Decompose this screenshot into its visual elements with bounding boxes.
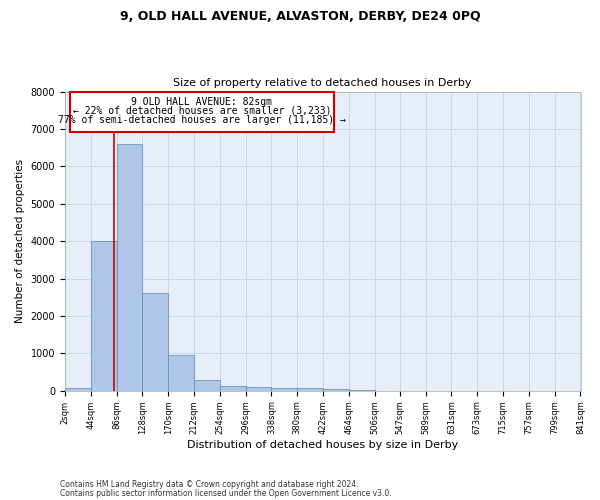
FancyBboxPatch shape — [70, 92, 334, 132]
Title: Size of property relative to detached houses in Derby: Size of property relative to detached ho… — [173, 78, 472, 88]
Bar — [271, 388, 297, 390]
Bar — [323, 389, 349, 390]
Bar — [65, 388, 91, 390]
Text: 77% of semi-detached houses are larger (11,185) →: 77% of semi-detached houses are larger (… — [58, 114, 346, 124]
Text: 9, OLD HALL AVENUE, ALVASTON, DERBY, DE24 0PQ: 9, OLD HALL AVENUE, ALVASTON, DERBY, DE2… — [119, 10, 481, 23]
Bar — [116, 144, 142, 390]
Bar — [91, 241, 116, 390]
Text: Contains public sector information licensed under the Open Government Licence v3: Contains public sector information licen… — [60, 488, 392, 498]
Bar — [142, 294, 168, 390]
Text: 9 OLD HALL AVENUE: 82sqm: 9 OLD HALL AVENUE: 82sqm — [131, 97, 272, 107]
Bar — [220, 386, 245, 390]
X-axis label: Distribution of detached houses by size in Derby: Distribution of detached houses by size … — [187, 440, 458, 450]
Y-axis label: Number of detached properties: Number of detached properties — [15, 159, 25, 323]
Bar — [245, 386, 271, 390]
Text: Contains HM Land Registry data © Crown copyright and database right 2024.: Contains HM Land Registry data © Crown c… — [60, 480, 359, 489]
Bar — [194, 380, 220, 390]
Bar — [297, 388, 323, 390]
Text: ← 22% of detached houses are smaller (3,233): ← 22% of detached houses are smaller (3,… — [73, 106, 331, 116]
Bar — [168, 355, 194, 390]
